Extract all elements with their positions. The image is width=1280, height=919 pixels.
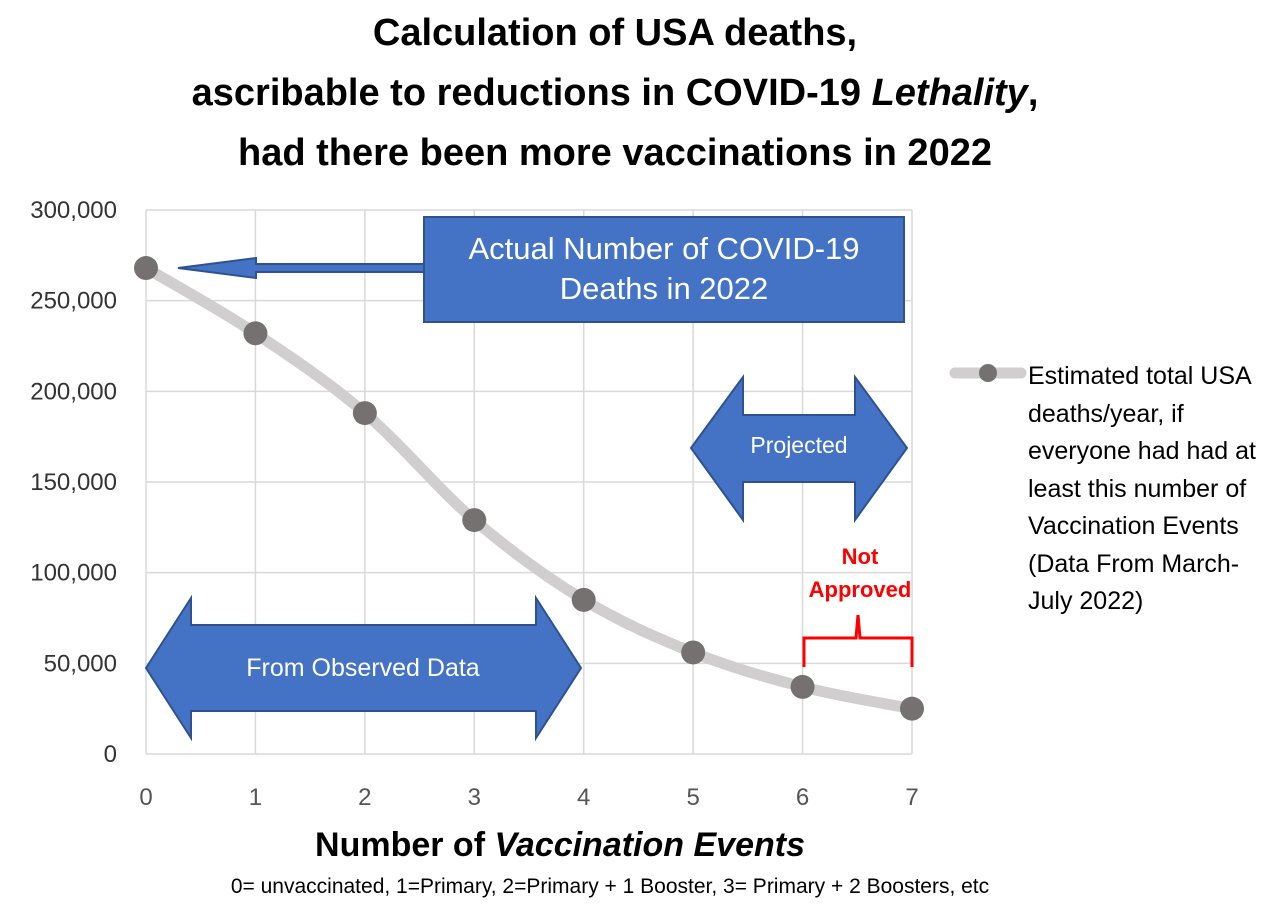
- not-approved-line-1: Not: [841, 544, 879, 569]
- actual-deaths-callout-arrow: [177, 256, 425, 280]
- data-point-marker: [243, 321, 268, 346]
- y-tick-label: 100,000: [30, 560, 117, 587]
- x-axis-ticks: 0 1 2 3 4 5 6 7: [139, 784, 918, 811]
- data-point-marker: [352, 401, 377, 426]
- chart-title-line-1: Calculation of USA deaths,: [372, 12, 858, 54]
- title-text: ascribable to reductions in COVID-19: [191, 72, 872, 114]
- actual-deaths-callout-text: Actual Number of COVID-19 Deaths in 2022: [468, 231, 860, 306]
- y-tick-label: 0: [104, 741, 117, 768]
- x-tick-label: 1: [249, 784, 262, 811]
- x-tick-label: 3: [468, 784, 481, 811]
- not-approved-label: Not Approved: [790, 540, 930, 606]
- data-point-marker: [900, 696, 924, 721]
- title-comma: ,: [1027, 72, 1039, 114]
- observed-label: From Observed Data: [246, 654, 480, 682]
- chart-title-line-2: ascribable to reductions in COVID-19 Let…: [0, 72, 1230, 115]
- x-tick-label: 0: [139, 784, 152, 811]
- x-axis-title: Number of Vaccination Events: [160, 826, 960, 865]
- x-tick-label: 6: [796, 784, 809, 811]
- series-markers: [134, 256, 924, 721]
- not-approved-line-2: Approved: [808, 577, 912, 602]
- data-point-marker: [681, 640, 706, 665]
- x-tick-label: 4: [577, 784, 590, 811]
- projected-double-arrow: [689, 373, 909, 524]
- y-tick-label: 300,000: [30, 197, 117, 224]
- series-line: [140, 262, 918, 715]
- legend-entry-text: Estimated total USA deaths/year, if ever…: [1028, 362, 1256, 615]
- y-tick-label: 50,000: [44, 650, 117, 677]
- data-point-marker: [790, 674, 815, 699]
- projected-label: Projected: [750, 432, 847, 458]
- actual-deaths-callout-box: [423, 216, 905, 323]
- data-point-marker: [134, 256, 158, 281]
- y-tick-label: 250,000: [30, 288, 117, 315]
- x-axis-title-text: Number of: [315, 826, 495, 864]
- y-tick-label: 150,000: [30, 469, 117, 496]
- x-axis-note: 0= unvaccinated, 1=Primary, 2=Primary + …: [230, 875, 990, 898]
- y-tick-label: 200,000: [30, 378, 117, 405]
- chart-title-line-3: had there been more vaccinations in 2022: [238, 132, 992, 174]
- legend-marker-swatch: [979, 364, 997, 382]
- title-emphasis: Lethality: [871, 72, 1028, 114]
- x-tick-label: 5: [686, 784, 699, 811]
- data-point-marker: [462, 508, 487, 533]
- y-axis-ticks: 0 50,000 100,000 150,000 200,000 250,000 300,0…: [30, 197, 117, 768]
- x-axis-title-emphasis: Vaccination Events: [494, 826, 805, 864]
- x-tick-label: 7: [905, 784, 918, 811]
- observed-double-arrow: [144, 594, 583, 742]
- x-tick-label: 2: [358, 784, 371, 811]
- not-approved-bracket: [802, 614, 914, 667]
- data-point-marker: [571, 587, 596, 612]
